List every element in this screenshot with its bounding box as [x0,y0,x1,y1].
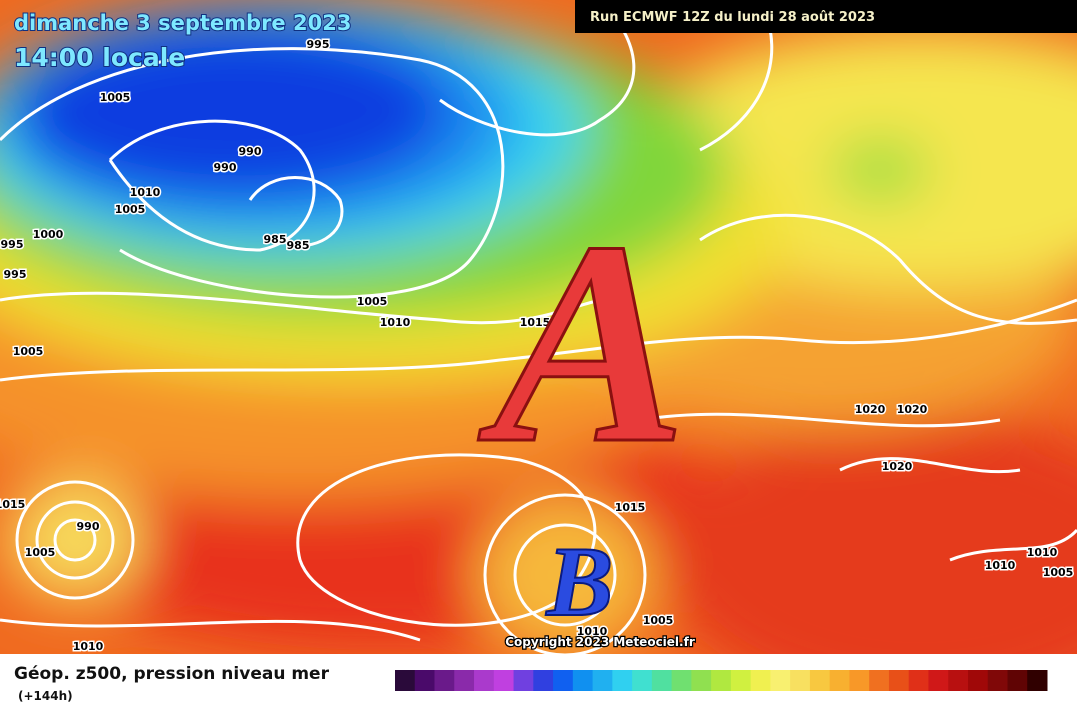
scale-swatch [572,670,594,691]
scale-swatch [533,670,554,691]
isobar-label: 1005 [643,614,674,627]
scale-swatch [395,670,416,691]
scale-swatch [691,670,712,691]
isobar-label: 995 [1,238,24,251]
scale-swatch [632,670,653,691]
isobar-label: 1020 [897,403,928,416]
isobar-label: 1010 [73,640,104,653]
isobar-label: 1005 [13,345,44,358]
legend-lead: (+144h) [18,689,73,703]
scale-swatch [592,670,613,691]
isobar-label: 1005 [115,203,146,216]
scale-swatch [928,670,949,691]
scale-swatch [474,670,495,691]
isobar-label: 1005 [25,546,56,559]
low-pressure: B [546,526,614,637]
copyright: Copyright 2023 Meteociel.fr [505,635,695,649]
isobars [0,0,1077,654]
run-box [575,0,1077,33]
scale-swatch [493,670,515,691]
isobar-label: 1010 [577,625,608,638]
isobar-label: 990 [239,145,262,158]
date: dimanche 3 septembre 2023 [14,11,351,35]
isobar-label: 1015 [615,501,646,514]
isobar-label: 1020 [882,460,913,473]
scale-swatch [454,670,475,691]
isobar-label: 990 [214,161,237,174]
isobar-label: 1000 [33,228,64,241]
scale-swatch [612,670,633,691]
scale-swatch [967,670,989,691]
scale-swatch [730,670,752,691]
scale-swatch [869,670,890,691]
isobar-label: 1005 [100,91,131,104]
scale-swatch [849,670,870,691]
scale-swatch [790,670,811,691]
isobar-label: 1005 [357,295,388,308]
legend-title: Géop. z500, pression niveau mer [14,664,330,684]
scale-swatch [809,670,831,691]
scale-swatch [434,670,455,691]
scale-swatch [829,670,850,691]
high-pressure: A [475,182,687,503]
isobar-label: 1010 [1027,546,1058,559]
isobar-label: 1015 [0,498,25,511]
scale-swatch [414,670,436,691]
scale-swatch [1027,670,1048,691]
scale-swatch [651,670,673,691]
isobar-label: 1010 [130,186,161,199]
scale-swatch [513,670,534,691]
scale-swatch [948,670,969,691]
isobar-label: 1010 [380,316,411,329]
run: Run ECMWF 12Z du lundi 28 août 2023 [590,10,875,25]
scale-swatch [671,670,692,691]
scale-swatch [908,670,929,691]
color-scale [395,670,1048,691]
isobar-label: 1005 [1043,566,1074,579]
isobar-label: 1015 [520,316,551,329]
time: 14:00 locale [14,43,185,72]
isobar-label: 1010 [985,559,1016,572]
isobar-label: 990 [77,520,100,533]
scale-swatch [888,670,910,691]
isobar-label: 985 [264,233,287,246]
scale-swatch [1007,670,1028,691]
scale-swatch [553,670,574,691]
isobar-label: 985 [287,239,310,252]
scale-swatch [770,670,791,691]
scale-swatch [750,670,771,691]
isobar-label: 995 [307,38,330,51]
scale-swatch [987,670,1008,691]
isobar-label: 995 [4,268,27,281]
scale-swatch [711,670,732,691]
isobar-label: 1020 [855,403,886,416]
